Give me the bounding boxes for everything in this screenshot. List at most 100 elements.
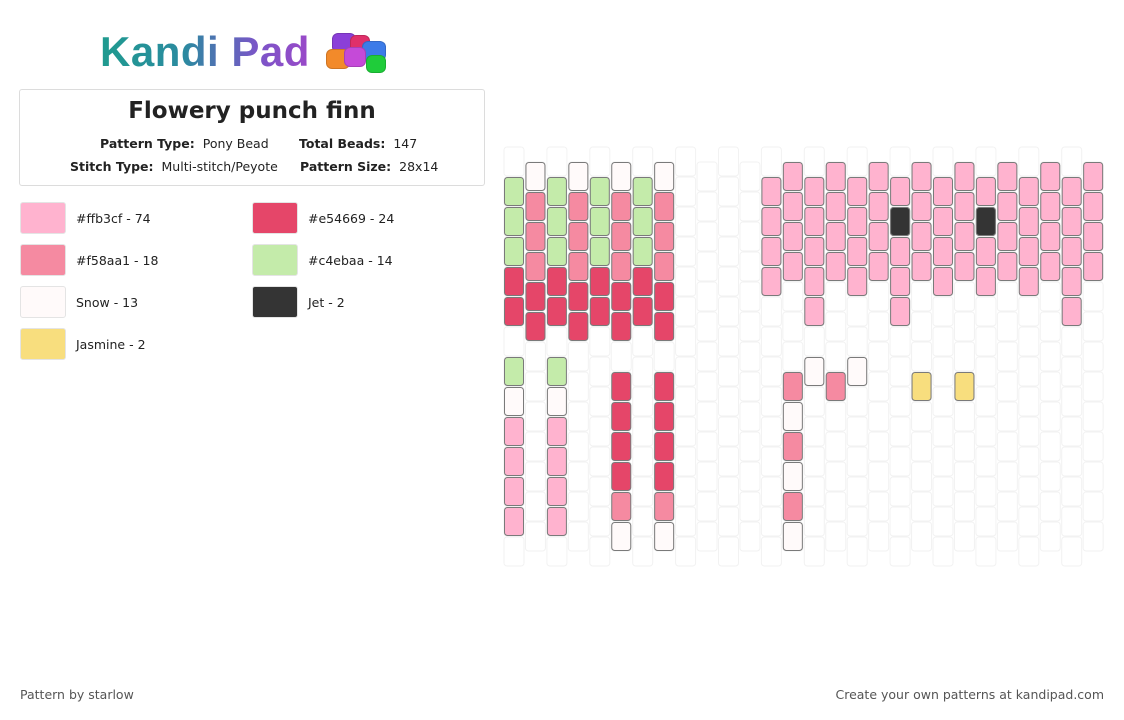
bead: [825, 252, 846, 281]
bead: [632, 297, 653, 326]
empty-bead-slot: [760, 356, 782, 387]
bead: [611, 252, 632, 281]
empty-bead-slot: [1018, 296, 1040, 327]
bead: [504, 177, 524, 206]
bead: [546, 357, 567, 386]
bead: [1040, 252, 1061, 281]
empty-bead-slot: [718, 326, 739, 357]
bead: [868, 222, 889, 251]
bead: [868, 162, 889, 191]
bead: [611, 402, 632, 431]
empty-bead-slot: [975, 476, 997, 507]
empty-bead-slot: [996, 521, 1018, 552]
bead: [504, 387, 524, 416]
empty-bead-slot: [1039, 461, 1061, 492]
bead: [525, 192, 546, 221]
empty-bead-slot: [567, 431, 589, 462]
empty-bead-slot: [911, 311, 933, 342]
bead: [1018, 237, 1039, 266]
pattern-size-value: 28x14: [399, 159, 439, 174]
bead: [546, 507, 567, 536]
empty-bead-slot: [589, 446, 611, 477]
bead: [1040, 222, 1061, 251]
bead: [611, 432, 632, 461]
total-beads: Total Beads: 147: [299, 136, 417, 151]
empty-bead-slot: [1061, 146, 1083, 177]
create-patterns-link[interactable]: Create your own patterns at kandipad.com: [835, 687, 1104, 702]
empty-bead-slot: [739, 311, 761, 342]
bead: [782, 462, 803, 491]
empty-bead-slot: [524, 401, 546, 432]
bead: [568, 162, 589, 191]
bead: [525, 162, 546, 191]
bead: [847, 237, 868, 266]
empty-bead-slot: [718, 176, 739, 207]
empty-bead-slot: [632, 536, 654, 567]
empty-bead-slot: [739, 221, 761, 252]
empty-bead-slot: [868, 371, 890, 402]
legend-label: #e54669 - 24: [308, 210, 395, 226]
empty-bead-slot: [760, 146, 782, 177]
bead: [954, 222, 975, 251]
bead: [782, 162, 803, 191]
bead: [504, 207, 524, 236]
empty-bead-slot: [718, 146, 739, 177]
empty-bead-slot: [718, 446, 739, 477]
empty-bead-slot: [696, 251, 718, 282]
stitch-type-value: Multi-stitch/Peyote: [161, 159, 278, 174]
bead: [782, 252, 803, 281]
empty-bead-slot: [846, 506, 868, 537]
empty-bead-slot: [718, 536, 739, 567]
empty-bead-slot: [953, 521, 975, 552]
empty-bead-slot: [825, 341, 847, 372]
bead: [761, 177, 782, 206]
bead: [890, 267, 911, 296]
empty-bead-slot: [868, 491, 890, 522]
bead: [890, 237, 911, 266]
empty-bead-slot: [632, 146, 654, 177]
empty-bead-slot: [718, 296, 739, 327]
empty-bead-slot: [889, 386, 911, 417]
color-swatch: [20, 202, 66, 234]
legend-item: #ffb3cf - 74: [20, 201, 151, 235]
bead: [589, 237, 610, 266]
empty-bead-slot: [696, 401, 718, 432]
empty-bead-slot: [739, 401, 761, 432]
empty-bead-slot: [632, 326, 654, 357]
legend-item: Jet - 2: [252, 285, 345, 319]
empty-bead-slot: [1018, 386, 1040, 417]
empty-bead-slot: [1039, 401, 1061, 432]
bead: [954, 192, 975, 221]
bead: [804, 207, 825, 236]
bead: [1061, 177, 1082, 206]
bead: [847, 357, 868, 386]
bead: [975, 177, 996, 206]
bead: [1083, 162, 1104, 191]
empty-bead-slot: [1082, 521, 1104, 552]
pattern-size-label: Pattern Size:: [300, 159, 392, 174]
empty-bead-slot: [911, 461, 933, 492]
logo-text: Kandi Pad: [100, 28, 310, 75]
empty-bead-slot: [911, 401, 933, 432]
empty-bead-slot: [589, 356, 611, 387]
empty-bead-slot: [610, 341, 632, 372]
bead: [1061, 237, 1082, 266]
empty-bead-slot: [846, 296, 868, 327]
bead: [589, 297, 610, 326]
empty-bead-slot: [696, 311, 718, 342]
bead: [804, 267, 825, 296]
bead: [546, 237, 567, 266]
bead: [632, 207, 653, 236]
empty-bead-slot: [567, 401, 589, 432]
empty-bead-slot: [675, 356, 697, 387]
pattern-title: Flowery punch finn: [128, 98, 376, 124]
bead: [611, 462, 632, 491]
empty-bead-slot: [567, 521, 589, 552]
empty-bead-slot: [739, 371, 761, 402]
bead: [890, 207, 911, 236]
bead: [1061, 207, 1082, 236]
empty-bead-slot: [675, 176, 697, 207]
empty-bead-slot: [567, 341, 589, 372]
empty-bead-slot: [1061, 416, 1083, 447]
legend-label: Jasmine - 2: [76, 336, 146, 352]
